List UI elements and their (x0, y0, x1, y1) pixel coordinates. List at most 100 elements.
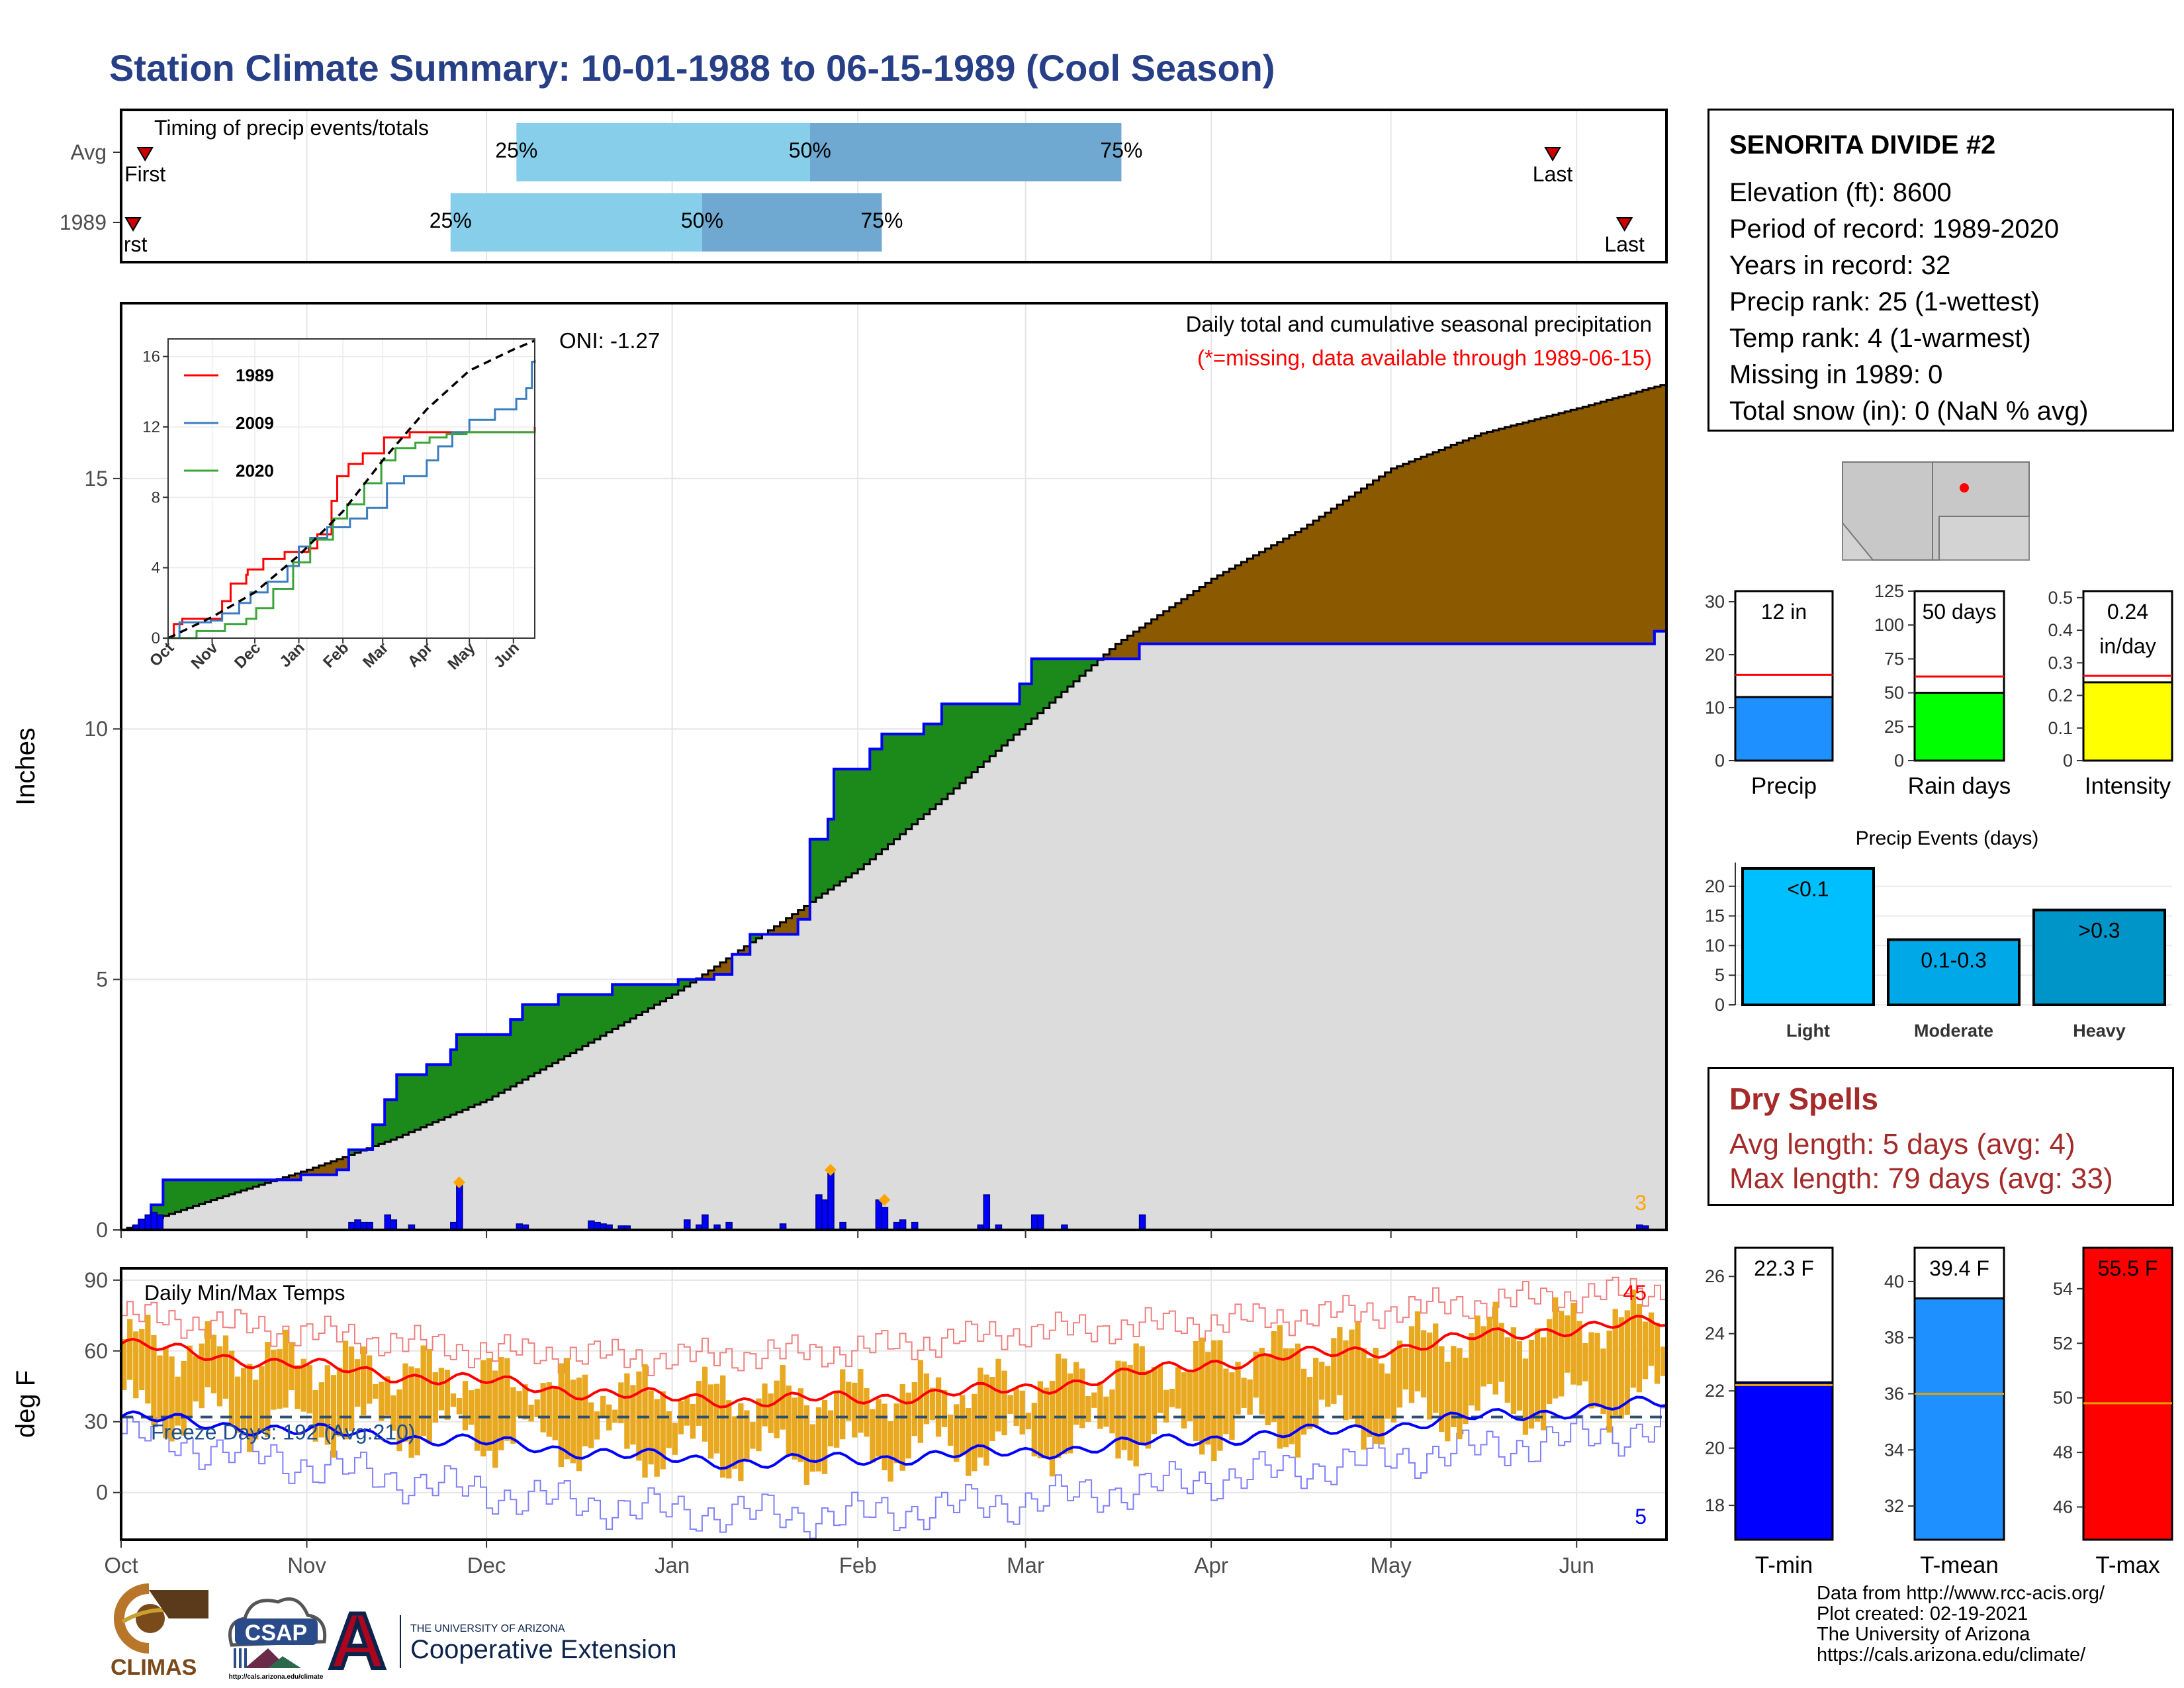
daily-temp-range-bar (564, 1358, 570, 1460)
summary-bar (1913, 1297, 2005, 1541)
summary-value-unit: in/day (2099, 634, 2156, 658)
daily-temp-range-bar (468, 1390, 475, 1425)
daily-temp-range-bar (821, 1399, 828, 1474)
precip-y-tick-label: 5 (96, 968, 108, 992)
daily-temp-range-bar (1528, 1339, 1535, 1429)
daily-temp-range-bar (989, 1377, 995, 1441)
daily-temp-range-bar (1445, 1362, 1451, 1442)
daily-temp-range-bar (247, 1364, 253, 1452)
daily-temp-range-bar (954, 1404, 960, 1462)
daily-temp-range-bar (1253, 1351, 1259, 1398)
daily-temp-range-bar (929, 1387, 936, 1421)
climas-logo-text: CLIMAS (111, 1655, 197, 1680)
daily-temp-range-bar (911, 1382, 917, 1436)
daily-temp-range-bar (1414, 1311, 1421, 1391)
daily-precip-bar (144, 1214, 152, 1231)
daily-temp-range-bar (1175, 1367, 1181, 1409)
page-title: Station Climate Summary: 10-01-1988 to 0… (109, 47, 1275, 89)
daily-temp-range-bar (1043, 1387, 1050, 1459)
summary-category-label: Rain days (1908, 773, 2011, 799)
daily-temp-range-bar (295, 1365, 300, 1409)
summary-y-tick-label: 25 (1884, 717, 1904, 737)
daily-temp-range-bar (960, 1395, 966, 1456)
daily-temp-range-bar (905, 1392, 911, 1459)
month-tick-label: Jun (1559, 1553, 1594, 1577)
daily-temp-range-bar (145, 1315, 151, 1404)
daily-temp-range-bar (283, 1329, 289, 1408)
summary-y-tick-label: 22 (1705, 1381, 1725, 1401)
event-category-label: Light (1786, 1021, 1830, 1041)
summary-y-tick-label: 52 (2053, 1333, 2073, 1353)
oni-label: ONI: -1.27 (559, 328, 660, 353)
daily-temp-range-bar (707, 1384, 714, 1459)
location-map (1842, 461, 2030, 561)
inset-y-tick-label: 0 (152, 630, 160, 647)
station-period: Period of record: 1989-2020 (1729, 214, 2060, 244)
daily-temp-range-bar (576, 1378, 582, 1472)
daily-temp-range-bar (1157, 1365, 1163, 1413)
month-tick-label: Dec (467, 1553, 506, 1577)
daily-temp-range-bar (552, 1387, 558, 1440)
daily-temp-range-bar (474, 1388, 480, 1451)
daily-temp-range-bar (1510, 1327, 1517, 1415)
daily-temp-range-bar (1594, 1333, 1600, 1407)
map-states (1842, 461, 2030, 561)
daily-temp-range-bar (1169, 1388, 1175, 1407)
events-y-tick-label: 10 (1705, 935, 1725, 955)
daily-temp-range-bar (426, 1348, 432, 1444)
daily-temp-range-bar (348, 1346, 355, 1432)
daily-temp-range-bar (1559, 1311, 1565, 1397)
daily-temp-range-bar (684, 1396, 690, 1426)
daily-temp-range-bar (983, 1374, 989, 1466)
summary-y-tick-label: 46 (2053, 1497, 2073, 1517)
daily-temp-range-bar (887, 1421, 893, 1482)
daily-temp-range-bar (1313, 1358, 1319, 1427)
daily-temp-range-bar (852, 1382, 858, 1438)
daily-temp-range-bar (1588, 1332, 1594, 1409)
daily-temp-range-bar (870, 1409, 876, 1463)
daily-temp-range-bar (1097, 1382, 1103, 1429)
daily-temp-range-bar (271, 1349, 277, 1410)
daily-temp-range-bar (1079, 1368, 1085, 1429)
precip-panel-subtitle: (*=missing, data available through 1989-… (1197, 346, 1652, 370)
daily-temp-range-bar (1019, 1390, 1025, 1434)
summary-bar (1913, 692, 2005, 762)
daily-temp-range-bar (1390, 1349, 1397, 1423)
daily-precip-bar (1036, 1214, 1044, 1231)
summary-y-tick-label: 20 (1705, 645, 1725, 665)
daily-temp-range-bar (1426, 1332, 1433, 1420)
daily-temp-range-bar (1139, 1346, 1145, 1444)
daily-temp-range-bar (1373, 1347, 1379, 1444)
summary-y-tick-label: 0 (1894, 751, 1904, 771)
summary-y-tick-label: 36 (1884, 1384, 1904, 1404)
summary-y-tick-label: 10 (1705, 698, 1725, 718)
credit-plot-date: Plot created: 02-19-2021 (1817, 1603, 2028, 1624)
daily-temp-range-bar (1300, 1368, 1307, 1435)
daily-temp-range-bar (1433, 1323, 1439, 1413)
daily-precip-bar (827, 1172, 835, 1231)
summary-y-tick-label: 100 (1874, 615, 1904, 635)
daily-temp-range-bar (1271, 1331, 1277, 1423)
daily-temp-range-bar (1073, 1362, 1079, 1425)
daily-precip-bar (456, 1184, 463, 1231)
daily-temp-range-bar (738, 1403, 744, 1481)
summary-y-tick-label: 24 (1705, 1324, 1725, 1344)
daily-temp-range-bar (1067, 1373, 1073, 1454)
credit-university: The University of Arizona (1817, 1624, 2030, 1645)
daily-temp-range-bar (1319, 1362, 1325, 1400)
daily-precip-bar (150, 1211, 158, 1231)
summary-value-label: 22.3 F (1754, 1256, 1814, 1280)
daily-temp-range-bar (995, 1358, 1001, 1432)
avg-min-temp-line (120, 1395, 1667, 1470)
daily-temp-range-bar (726, 1400, 732, 1479)
events-y-tick-label: 20 (1705, 876, 1725, 896)
daily-temp-range-bar (1636, 1303, 1643, 1393)
daily-temp-range-bar (858, 1369, 864, 1433)
timing-bar-25-50 (450, 193, 702, 252)
daily-temp-range-bar (1013, 1388, 1019, 1427)
daily-temp-range-bar (1546, 1319, 1553, 1405)
daily-temp-range-bar (1396, 1340, 1403, 1408)
daily-temp-range-bar (1241, 1378, 1247, 1408)
daily-temp-range-bar (1402, 1347, 1409, 1390)
